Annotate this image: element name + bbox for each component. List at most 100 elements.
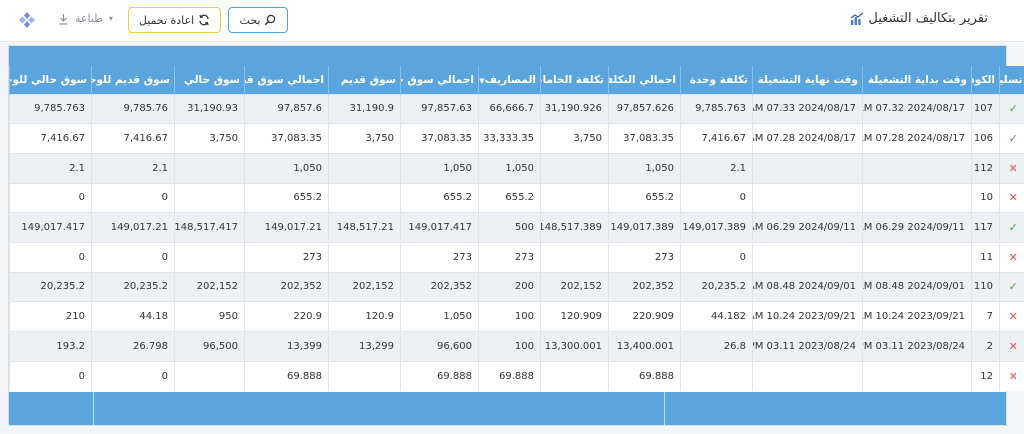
top-bar: تقرير بتكاليف التشغيل بحث اعادة تحميل [0,0,1024,42]
col-header-old-market[interactable]: سوق قديم [328,66,401,94]
col-header-current-market[interactable]: سوق حالي [174,66,245,94]
col-header-total-cost[interactable]: اجمالي التكلفة [608,66,681,94]
cell-current-market [174,360,245,391]
col-header-expenses-label: المصاريف [484,73,536,86]
cell-unit-cost: 44.182 [680,301,753,332]
cell-current-market-unit: 210 [9,301,92,332]
col-header-code[interactable]: الكود [971,66,1000,94]
cell-old-market: 120.9 [328,301,401,332]
cell-current-market-unit: 0 [9,241,92,273]
cell-total-old-market: 13,399 [244,331,329,362]
cell-total-current-market: 1,050 [400,301,479,332]
cell-code: 2 [971,331,1000,362]
col-header-end-time[interactable]: وقت نهاية التشغيلة [752,66,863,94]
cell-total-current-market: 202,352 [400,271,479,302]
cell-end-time: 2023/09/21 10.24 AM [752,301,863,332]
col-header-start-time[interactable]: وقت بداية التشغيلة [862,66,972,94]
table-row[interactable]: ✕ 11 0 273 273 273 273 0 0 [9,241,1024,273]
cell-total-cost: 149,017.389 [608,212,681,243]
cell-unit-cost [680,360,753,391]
col-header-delivery[interactable]: تسليم [999,66,1024,94]
cell-end-time: 2024/09/01 08.48 AM [752,271,863,302]
cell-current-market: 148,517.417 [174,212,245,243]
cell-unit-cost: 20,235.2 [680,271,753,302]
cell-code: 112 [971,152,1000,184]
cell-total-old-market: 37,083.35 [244,123,329,154]
cell-total-cost: 1,050 [608,152,681,184]
cell-materials-cost [540,360,609,391]
print-menu-label: طباعة [75,12,103,25]
cell-old-market-unit: 149,017.21 [91,212,175,243]
cell-old-market [328,360,401,391]
cell-current-market-unit: 9,785.763 [9,93,92,124]
footer-separator [664,392,665,425]
cell-total-old-market: 220.9 [244,301,329,332]
cell-current-market: 31,190.93 [174,93,245,124]
cell-start-time [862,152,972,184]
cell-total-cost: 13,400.001 [608,331,681,362]
cell-current-market-unit: 7,416.67 [9,123,92,154]
cell-expenses: 100 [478,331,541,362]
cell-old-market: 31,190.9 [328,93,401,124]
cell-expenses: 273 [478,241,541,273]
col-header-materials-cost[interactable]: تكلفة الخامات [540,66,609,94]
cell-start-time: 2023/08/24 03.11 PM [862,331,972,362]
cell-materials-cost: 31,190.926 [540,93,609,124]
cell-old-market-unit: 44.18 [91,301,175,332]
cell-expenses: 200 [478,271,541,302]
cell-unit-cost: 7,416.67 [680,123,753,154]
table-row[interactable]: ✕ 112 2.1 1,050 1,050 1,050 1,050 2.1 2.1 [9,152,1024,184]
print-menu[interactable]: طباعة ▾ [58,12,113,25]
cell-total-current-market: 37,083.35 [400,123,479,154]
cell-unit-cost: 0 [680,182,753,213]
cell-current-market: 96,500 [174,331,245,362]
cell-total-current-market: 69.888 [400,360,479,391]
cell-start-time: 2024/09/11 06.29 AM [862,212,972,243]
sort-caret-icon: ▼ [479,76,485,85]
search-button-label: بحث [239,13,261,27]
cell-unit-cost: 149,017.389 [680,212,753,243]
search-button[interactable]: بحث [228,7,288,33]
cell-current-market [174,152,245,184]
cell-expenses: 69.888 [478,360,541,391]
cell-expenses: 1,050 [478,152,541,184]
col-header-expenses[interactable]: المصاريف▼ [478,66,541,94]
cell-old-market [328,152,401,184]
cell-end-time [752,360,863,391]
col-header-unit-cost[interactable]: تكلفة وحدة [680,66,753,94]
col-header-total-current-market[interactable]: اجمالي سوق حالي [400,66,479,94]
col-header-old-market-unit[interactable]: سوق قديم للوحدة [91,66,175,94]
table-row[interactable]: ✕ 12 69.888 69.888 69.888 69.888 0 0 [9,360,1024,391]
reload-button[interactable]: اعادة تحميل [128,7,221,33]
cross-icon: ✕ [999,152,1024,184]
check-icon: ✓ [999,271,1024,302]
page-title-text: تقرير بتكاليف التشغيل [868,11,988,26]
col-header-total-old-market[interactable]: اجمالي سوق قديم [244,66,329,94]
check-icon: ✓ [999,93,1024,124]
cell-total-cost: 69.888 [608,360,681,391]
cell-code: 12 [971,360,1000,391]
cell-old-market: 13,299 [328,331,401,362]
col-header-current-market-unit[interactable]: سوق حالي للوحدة [9,66,92,94]
table-row[interactable]: ✕ 10 0 655.2 655.2 655.2 655.2 0 0 [9,182,1024,213]
cross-icon: ✕ [999,301,1024,332]
cell-materials-cost: 3,750 [540,123,609,154]
cell-materials-cost [540,152,609,184]
cell-code: 7 [971,301,1000,332]
cell-start-time [862,360,972,391]
app-menu-icon[interactable] [18,11,36,29]
table-header-row: تسليم الكود وقت بداية التشغيلة وقت نهاية… [9,66,1024,94]
cell-current-market-unit: 193.2 [9,331,92,362]
cell-end-time: 2024/08/17 07.28 AM [752,123,863,154]
cell-end-time [752,152,863,184]
cell-old-market-unit: 0 [91,241,175,273]
cell-materials-cost: 202,152 [540,271,609,302]
cell-materials-cost: 148,517.389 [540,212,609,243]
table-top-band [9,46,1006,66]
